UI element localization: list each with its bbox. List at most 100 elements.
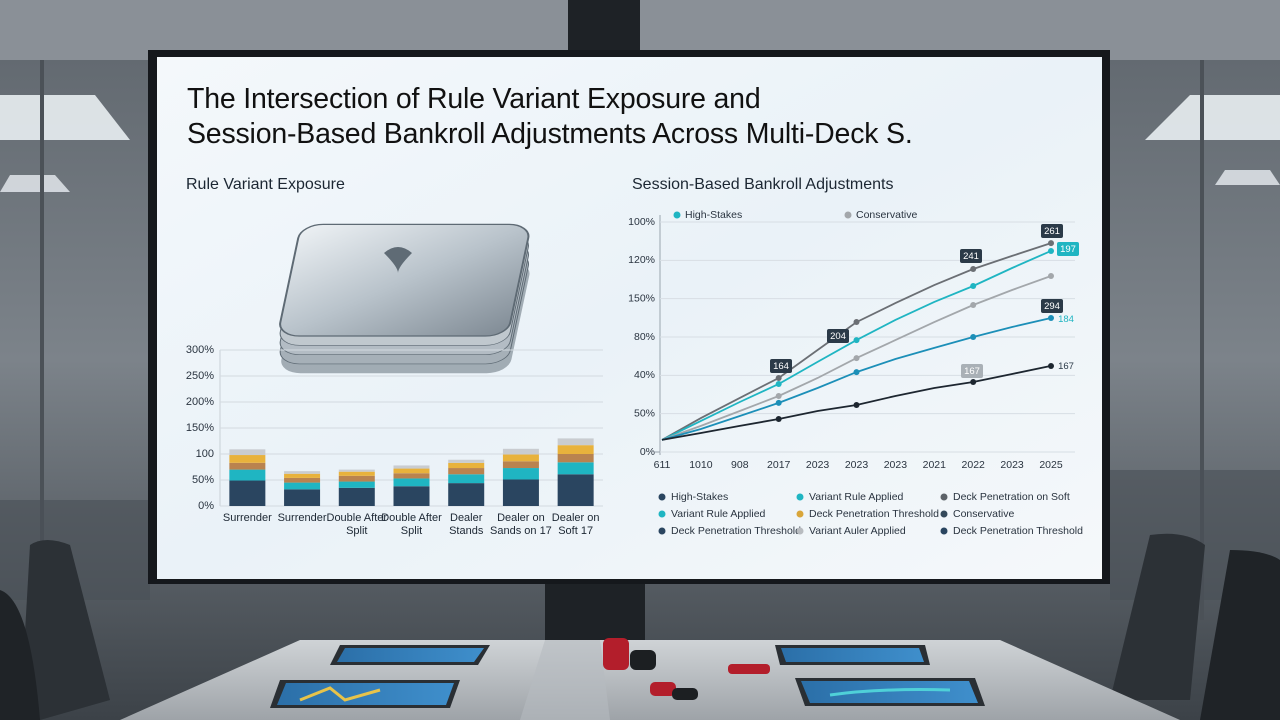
y-tick-label: 100 (196, 448, 214, 460)
point (970, 334, 977, 340)
legend-label: Variant Rule Applied (671, 508, 766, 520)
point (853, 402, 860, 409)
legend-swatch (796, 493, 804, 501)
x-tick-label: Double After Split (326, 512, 388, 537)
bar-segment (448, 459, 485, 463)
mount (568, 0, 640, 52)
bar-segment (229, 462, 266, 470)
x-tick-label: 2025 (1039, 459, 1063, 471)
legend-swatch (844, 211, 852, 219)
bar-segment (448, 468, 485, 475)
bar-segment (284, 482, 321, 490)
bar-segment (502, 468, 539, 480)
legend-label: Deck Penetration Threshold (953, 525, 1083, 537)
legend-label: Conservative (856, 209, 917, 221)
y-tick-label: 300% (186, 344, 214, 356)
point (970, 301, 977, 308)
annotation-box (827, 329, 849, 343)
bar-segment (284, 471, 321, 474)
annotation: 197 (1060, 244, 1076, 255)
ceiling-light (0, 95, 130, 140)
card-deck (279, 223, 530, 374)
y-tick-label: 50% (634, 407, 655, 419)
bar-segment (229, 480, 266, 506)
x-tick-label: Dealer on Soft 17 (551, 512, 600, 537)
bar-segment (229, 455, 266, 463)
x-tick-label: 1010 (689, 459, 713, 471)
annotation: 167 (964, 366, 980, 377)
annotation: 164 (773, 361, 789, 372)
y-tick-label: 80% (634, 331, 655, 343)
y-tick-label: 0% (640, 446, 655, 458)
chair (20, 540, 110, 720)
annotation: 204 (830, 331, 846, 342)
annotation-box (1057, 242, 1079, 256)
y-tick-label: 40% (634, 369, 655, 381)
annotation: 167 (1058, 361, 1074, 372)
bar-segment (393, 465, 430, 469)
x-tick-label: 908 (731, 459, 749, 471)
glass-frame (1200, 60, 1204, 620)
bar-segment (557, 445, 594, 454)
bar-segment (338, 469, 375, 472)
chair (0, 590, 40, 720)
point (853, 337, 860, 344)
annotation-box (1041, 224, 1063, 238)
bar-segment (557, 438, 594, 446)
point (1048, 247, 1054, 254)
point (970, 265, 977, 272)
legend-label: Variant Rule Applied (809, 491, 904, 503)
bar-segment (338, 487, 375, 506)
point (1048, 240, 1054, 247)
point (853, 369, 860, 376)
legend-label: Variant Auler Applied (809, 525, 906, 537)
bar-segment (338, 481, 375, 488)
x-tick-label: 2023 (1000, 459, 1024, 471)
chair (1200, 550, 1280, 720)
point (775, 399, 782, 406)
legend-swatch (658, 510, 666, 518)
legend-label: Deck Penetration Threshold (809, 508, 939, 520)
bar-segment (502, 454, 539, 462)
chair (1110, 533, 1205, 700)
y-tick-label: 150% (628, 292, 655, 304)
legend-label: High-Stakes (671, 491, 728, 503)
y-tick-label: 250% (186, 370, 214, 382)
x-tick-label: Surrender (222, 512, 272, 524)
page-title: The Intersection of Rule Variant Exposur… (187, 83, 913, 150)
legend-swatch (796, 510, 804, 518)
y-tick-label: 100% (628, 216, 655, 228)
point (970, 379, 977, 386)
bar-segment (284, 473, 321, 478)
bar-segment (393, 473, 430, 479)
x-tick-label: Dealer on Sands on 17 (490, 512, 552, 537)
legend-label: Deck Penetration on Soft (953, 491, 1070, 503)
legend-swatch (796, 527, 804, 535)
legend-swatch (940, 510, 948, 518)
y-tick-label: 50% (192, 474, 214, 486)
annotation-box (1041, 299, 1063, 313)
ceiling-light (1215, 170, 1280, 185)
point (853, 319, 860, 326)
bar-segment (393, 468, 430, 474)
annotation: 184 (1058, 314, 1074, 325)
table-seam (520, 640, 610, 720)
legend-swatch (940, 493, 948, 501)
annotation-box (960, 249, 982, 263)
point (775, 380, 782, 387)
legend-label: Conservative (953, 508, 1014, 520)
ceiling-light (1145, 95, 1280, 140)
stand (545, 580, 645, 650)
bar-segment (448, 474, 485, 484)
legend-label: Deck Penetration Threshold (671, 525, 801, 537)
bar-segment (557, 454, 594, 463)
x-tick-label: Surrender (277, 512, 327, 524)
annotation-box (961, 364, 983, 378)
bar-segment (502, 448, 539, 455)
legend-swatch (658, 493, 666, 501)
annotation: 261 (1044, 226, 1060, 237)
point (775, 375, 782, 382)
bar-segment (338, 471, 375, 476)
